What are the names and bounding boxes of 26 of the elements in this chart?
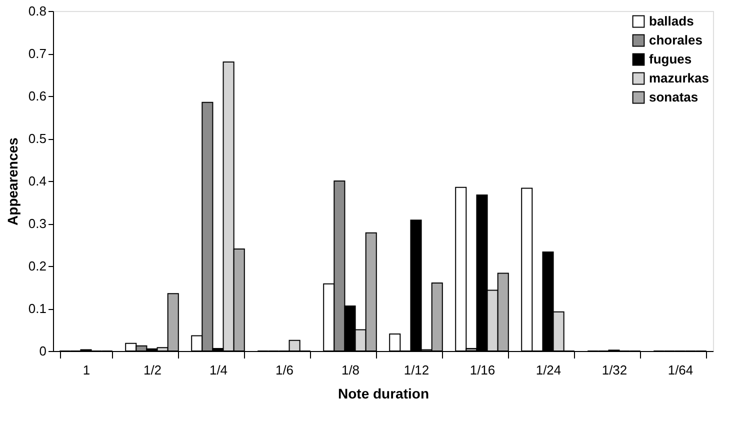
x-tick-label: 1/2 — [143, 362, 162, 378]
x-tick-label: 1/64 — [668, 362, 694, 378]
x-tick-label: 1/32 — [602, 362, 628, 378]
y-tick-label: 0.7 — [28, 46, 46, 61]
x-tick-label: 1/4 — [209, 362, 228, 378]
y-tick-label: 0.8 — [28, 4, 46, 18]
y-tick-label: 0.1 — [28, 301, 46, 316]
y-tick-label: 0.2 — [28, 258, 46, 274]
legend-label: chorales — [649, 32, 702, 48]
legend-label: mazurkas — [649, 70, 709, 86]
legend-label: fugues — [649, 52, 692, 66]
legend-label: ballads — [649, 14, 694, 28]
x-tick-label: 1/16 — [470, 362, 496, 378]
y-tick-label: 0.5 — [28, 131, 46, 146]
y-tick-label: 0 — [39, 344, 46, 358]
x-tick-label: 1 — [82, 362, 90, 378]
x-tick-label: 1/8 — [341, 362, 360, 378]
x-tick-label: 1/6 — [275, 362, 294, 378]
x-tick-label: 1/12 — [404, 362, 430, 378]
y-tick-label: 0.3 — [28, 216, 46, 231]
y-axis-title: Appearences — [4, 137, 20, 226]
x-axis-title: Note duration — [338, 386, 429, 402]
x-tick-label: 1/24 — [536, 362, 562, 378]
y-tick-label: 0.4 — [28, 174, 46, 188]
legend-label: sonatas — [649, 90, 698, 104]
y-tick-label: 0.6 — [28, 88, 46, 104]
